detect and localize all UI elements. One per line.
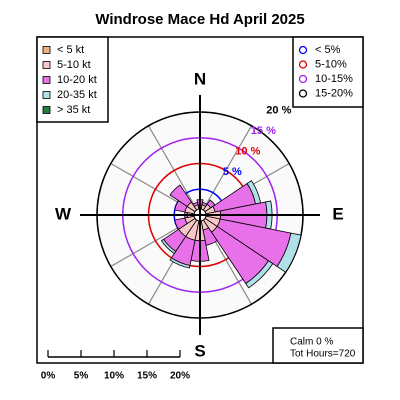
ring-legend-label: 5-10% [315,58,347,70]
ring-legend-box [292,36,364,108]
compass-label: E [332,204,343,223]
ring-legend-label: < 5% [315,44,341,56]
legend-label: < 5 kt [57,44,84,56]
compass-label: W [55,204,72,223]
ring-legend-marker [298,60,308,69]
wedge-segment [169,184,192,207]
compass-label: N [194,69,206,88]
legend-swatch [42,76,51,84]
chart-title: Windrose Mace Hd April 2025 [95,11,304,28]
wedge-segment [169,257,191,269]
legend-swatch [42,91,51,99]
info-box [272,327,364,364]
ring-label: 5 % [223,166,242,178]
wedge-segment [160,238,177,255]
plot-frame [36,36,364,364]
legend-swatch [42,46,51,54]
scale-tick-label: 15% [137,371,157,382]
legend-label: 20-35 kt [57,89,97,101]
ring-legend-label: 10-15% [315,73,353,85]
legend-swatch [42,106,51,114]
compass-label: S [194,341,205,360]
legend-label: 5-10 kt [57,59,91,71]
legend-swatch [42,61,51,69]
scale-tick-label: 5% [74,371,89,382]
wedge-segment [276,232,302,273]
legend-label: 10-20 kt [57,74,97,86]
ring-label: 15 % [251,125,276,137]
ring-legend-marker [298,45,308,55]
calm-label: Calm 0 % [290,337,333,348]
scale-tick-label: 20% [170,371,190,382]
ring-legend-label: 15-20% [315,87,353,99]
scale-tick-label: 10% [104,371,124,382]
ring-legend-marker [298,89,308,98]
ring-legend-marker [298,74,308,84]
wedge-segment [245,260,274,289]
wedge-segment [174,217,188,230]
wedge-segment [192,201,199,207]
total-label: Tot Hours=720 [290,349,356,360]
ring-label: 20 % [266,104,291,116]
ring-label: 10 % [235,145,260,157]
scale-tick-label: 0% [41,371,56,382]
legend-label: > 35 kt [57,104,90,116]
